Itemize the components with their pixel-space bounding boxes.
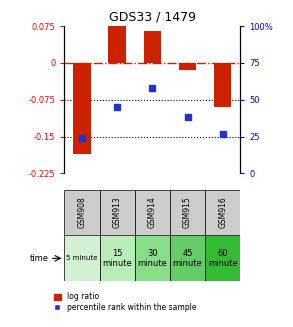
- Text: GSM913: GSM913: [113, 197, 122, 229]
- Bar: [135, 190, 170, 235]
- Text: GSM914: GSM914: [148, 197, 157, 229]
- Bar: [108, 26, 126, 63]
- Bar: [214, 63, 231, 107]
- Bar: [100, 190, 135, 235]
- Bar: [179, 63, 196, 70]
- Text: time: time: [30, 254, 49, 263]
- Point: [80, 135, 84, 141]
- Text: 5 minute: 5 minute: [66, 255, 98, 261]
- Bar: [205, 190, 240, 235]
- Text: GSM915: GSM915: [183, 197, 192, 229]
- Bar: [73, 63, 91, 154]
- Bar: [100, 235, 135, 281]
- Text: 45
minute: 45 minute: [173, 249, 202, 268]
- Text: GSM916: GSM916: [218, 197, 227, 229]
- Text: 15
minute: 15 minute: [102, 249, 132, 268]
- Point: [115, 104, 120, 110]
- Bar: [64, 235, 100, 281]
- Text: 60
minute: 60 minute: [208, 249, 238, 268]
- Bar: [144, 31, 161, 63]
- Bar: [170, 235, 205, 281]
- Point: [220, 131, 225, 136]
- Point: [150, 85, 155, 91]
- Title: GDS33 / 1479: GDS33 / 1479: [109, 10, 196, 24]
- Bar: [170, 190, 205, 235]
- Legend: log ratio, percentile rank within the sample: log ratio, percentile rank within the sa…: [54, 292, 197, 313]
- Text: GSM908: GSM908: [78, 197, 86, 229]
- Text: 30
minute: 30 minute: [137, 249, 167, 268]
- Bar: [205, 235, 240, 281]
- Point: [185, 115, 190, 120]
- Bar: [64, 190, 100, 235]
- Bar: [135, 235, 170, 281]
